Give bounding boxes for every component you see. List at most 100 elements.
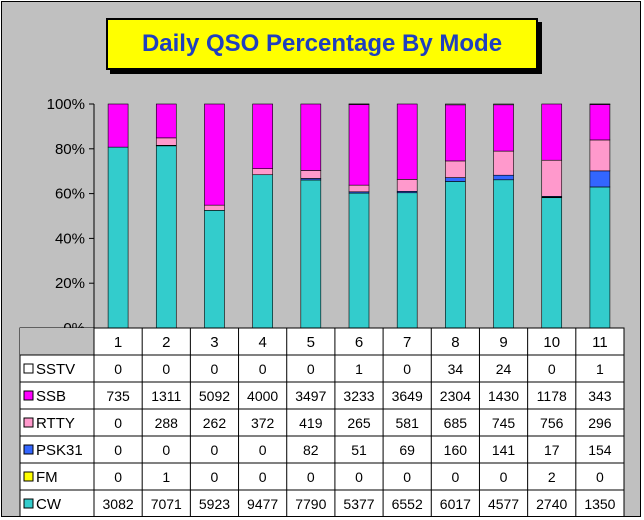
table-cell: 6017 bbox=[440, 496, 471, 512]
table-cell: 343 bbox=[588, 388, 612, 404]
legend-label-ssb: SSB bbox=[36, 388, 66, 405]
table-cell: 0 bbox=[162, 442, 170, 458]
bar-segment-rtty bbox=[204, 204, 225, 211]
y-tick-label: 40% bbox=[55, 230, 85, 247]
table-cell: 5923 bbox=[199, 496, 230, 512]
y-tick-label: 60% bbox=[55, 186, 85, 203]
bar-segment-rtty bbox=[348, 184, 370, 193]
bar-segment-ssb bbox=[445, 104, 466, 162]
table-cell: 5092 bbox=[199, 388, 230, 404]
bar-segment-ssb bbox=[541, 103, 563, 161]
bar-segment-rtty bbox=[252, 168, 273, 176]
bar-segment-sstv bbox=[493, 103, 514, 106]
table-cell: 82 bbox=[303, 442, 319, 458]
table-cell: 0 bbox=[451, 469, 459, 485]
category-label: 10 bbox=[543, 334, 560, 351]
y-tick-label: 100% bbox=[47, 96, 85, 113]
table-cell: 1 bbox=[162, 469, 170, 485]
table-cell: 0 bbox=[211, 442, 219, 458]
table-cell: 160 bbox=[444, 442, 468, 458]
category-label: 7 bbox=[403, 334, 411, 351]
bar-segment-cw bbox=[348, 192, 370, 329]
table-cell: 735 bbox=[106, 388, 130, 404]
table-cell: 288 bbox=[155, 415, 179, 431]
legend-label-sstv: SSTV bbox=[36, 361, 75, 378]
bar-segment-rtty bbox=[589, 139, 611, 172]
table-cell: 0 bbox=[355, 469, 363, 485]
table-cell: 0 bbox=[500, 469, 508, 485]
bar-segment-cw bbox=[541, 196, 563, 329]
table-cell: 372 bbox=[251, 415, 275, 431]
table-cell: 0 bbox=[403, 469, 411, 485]
legend-label-rtty: RTTY bbox=[36, 415, 75, 432]
table-cell: 0 bbox=[162, 361, 170, 377]
table-cell: 0 bbox=[307, 469, 315, 485]
legend-key-rtty bbox=[23, 417, 34, 428]
bar-segment-cw bbox=[396, 192, 418, 329]
category-label: 6 bbox=[355, 334, 363, 351]
bar-segment-ssb bbox=[155, 103, 177, 139]
bar-segment-rtty bbox=[541, 159, 563, 197]
table-cell: 17 bbox=[544, 442, 560, 458]
table-cell: 3233 bbox=[343, 388, 374, 404]
legend-key-psk31 bbox=[23, 444, 34, 455]
table-cell: 24 bbox=[496, 361, 512, 377]
bar-segment-psk31 bbox=[589, 170, 611, 188]
table-cell: 1350 bbox=[584, 496, 615, 512]
table-cell: 419 bbox=[299, 415, 323, 431]
bar-segment-rtty bbox=[396, 179, 418, 192]
table-cell: 69 bbox=[399, 442, 415, 458]
table-cell: 1 bbox=[596, 361, 604, 377]
table-cell: 685 bbox=[444, 415, 468, 431]
bar-segment-cw bbox=[252, 174, 273, 329]
table-cell: 0 bbox=[403, 361, 411, 377]
table-cell: 0 bbox=[307, 361, 315, 377]
table-cell: 0 bbox=[211, 361, 219, 377]
bar-segment-ssb bbox=[300, 103, 322, 171]
table-cell: 0 bbox=[259, 469, 267, 485]
bar-segment-sstv bbox=[445, 103, 466, 106]
category-label: 9 bbox=[499, 334, 507, 351]
legend-label-psk31: PSK31 bbox=[36, 442, 83, 459]
data-table-corner bbox=[20, 328, 94, 355]
bar-segment-rtty bbox=[445, 160, 466, 178]
bar-segment-psk31 bbox=[445, 177, 466, 182]
table-cell: 2304 bbox=[440, 388, 471, 404]
bar-segment-psk31 bbox=[493, 174, 514, 181]
table-cell: 141 bbox=[492, 442, 516, 458]
table-cell: 0 bbox=[114, 469, 122, 485]
category-label: 4 bbox=[258, 334, 266, 351]
category-label: 1 bbox=[114, 334, 122, 351]
y-tick-label: 20% bbox=[55, 275, 85, 292]
table-cell: 4000 bbox=[247, 388, 278, 404]
data-table bbox=[19, 327, 625, 516]
table-cell: 1311 bbox=[151, 388, 181, 404]
table-cell: 5377 bbox=[343, 496, 374, 512]
category-label: 5 bbox=[307, 334, 315, 351]
legend-key-ssb bbox=[23, 390, 34, 401]
bar-segment-ssb bbox=[204, 103, 225, 206]
legend-key-cw bbox=[23, 498, 34, 509]
table-cell: 4577 bbox=[488, 496, 519, 512]
chart-title-box: Daily QSO Percentage By Mode bbox=[106, 18, 538, 70]
table-cell: 1178 bbox=[537, 388, 567, 404]
table-cell: 3649 bbox=[392, 388, 423, 404]
bar-segment-ssb bbox=[493, 104, 514, 152]
chart-title: Daily QSO Percentage By Mode bbox=[141, 30, 503, 57]
bar-segment-ssb bbox=[589, 103, 611, 141]
bar-segment-cw bbox=[493, 179, 514, 329]
category-label: 2 bbox=[162, 334, 170, 351]
table-cell: 0 bbox=[548, 361, 556, 377]
table-cell: 0 bbox=[211, 469, 219, 485]
bar-segment-ssb bbox=[396, 103, 418, 180]
y-tick-label: 80% bbox=[55, 141, 85, 158]
bar-segment-cw bbox=[445, 181, 466, 329]
table-cell: 262 bbox=[203, 415, 227, 431]
table-cell: 0 bbox=[259, 361, 267, 377]
bar-segment-rtty bbox=[493, 150, 514, 176]
table-cell: 3082 bbox=[103, 496, 134, 512]
table-cell: 0 bbox=[259, 442, 267, 458]
table-cell: 2740 bbox=[536, 496, 567, 512]
